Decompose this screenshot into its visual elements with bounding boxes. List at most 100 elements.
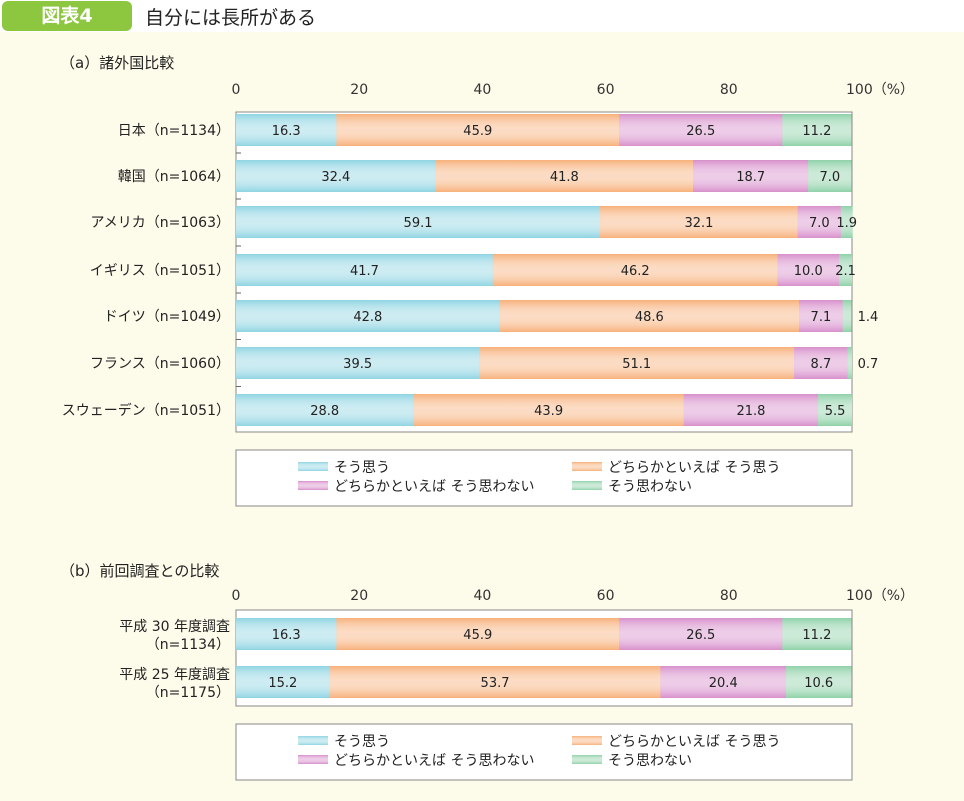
bar-segment-shine [236,666,330,698]
category-label: 韓国（n=1064） [118,169,230,185]
legend-label: そう思う [334,460,390,476]
data-label: 11.2 [802,628,831,643]
data-label: 51.1 [622,357,651,372]
data-label: 5.5 [825,404,846,419]
bar-segment-shine [236,394,414,426]
bar-segment-shine [619,618,783,650]
data-label: 1.9 [836,216,857,231]
legend-label: そう思う [334,734,390,750]
data-label: 18.7 [736,170,765,185]
bar-segment-shine [782,114,852,146]
chart-title: （b）前回調査との比較 [60,562,219,580]
legend-swatch-shine [298,462,328,471]
data-label: 10.6 [804,676,833,691]
data-label: 46.2 [621,264,650,279]
bar-segment-shine [336,114,620,146]
data-label: 42.8 [353,310,382,325]
bar-segment-shine [236,618,337,650]
bar-segment-shine [839,254,852,286]
data-label: 7.1 [811,310,832,325]
data-label: 15.2 [268,676,297,691]
x-tick-label: 40 [473,82,491,98]
bar-segment-shine [693,160,809,192]
bar-segment-shine [236,114,337,146]
bar-segment-shine [236,300,500,332]
bar-segment-shine [777,254,840,286]
category-label: ドイツ（n=1049） [104,309,230,325]
x-tick-label: 40 [473,588,491,604]
category-label: 日本（n=1134） [118,123,230,139]
data-label: 16.3 [272,628,301,643]
data-label: 10.0 [794,264,823,279]
chart-title: （a）諸外国比較 [60,54,174,72]
data-label: 48.6 [635,310,664,325]
legend-swatch-shine [572,481,602,490]
bar-segment-shine [479,347,795,379]
bar-segment-shine [799,300,843,332]
data-label: 53.7 [481,676,510,691]
data-label: 26.5 [686,628,715,643]
data-label: 41.7 [350,264,379,279]
data-label: 45.9 [463,628,492,643]
category-label: 平成 30 年度調査 [119,619,230,635]
x-tick-label: 80 [720,588,738,604]
x-tick-label: 0 [232,588,241,604]
x-tick-label: 20 [350,82,368,98]
legend-label: そう思わない [608,753,692,769]
legend-swatch-shine [572,755,602,764]
bar-segment-shine [847,347,852,379]
x-tick-label: 20 [350,588,368,604]
bar-segment-shine [683,394,819,426]
header-bar: 図表4 自分には長所がある [0,0,964,32]
data-label: 2.1 [835,264,856,279]
bar-segment-shine [786,666,852,698]
bar-segment-shine [336,618,620,650]
bar-segment-shine [236,160,436,192]
bar-segment-shine [840,206,853,238]
data-label: 59.1 [404,216,433,231]
category-label: （n=1134） [146,637,230,653]
category-label: フランス（n=1060） [90,356,230,372]
bar-segment-shine [499,300,800,332]
legend-swatch-shine [298,736,328,745]
data-label: 32.4 [321,170,350,185]
bar-segment-shine [808,160,852,192]
data-label: 1.4 [858,310,879,325]
bar-segment-shine [413,394,684,426]
x-tick-label: 80 [720,82,738,98]
x-tick-label: 60 [597,588,615,604]
bar-segment-shine [435,160,694,192]
data-label: 26.5 [686,124,715,139]
legend-swatch-shine [298,481,328,490]
bar-segment-shine [842,300,852,332]
category-label: スウェーデン（n=1051） [62,402,230,419]
bar-segment-shine [660,666,787,698]
data-label: 11.2 [802,124,831,139]
bar-segment-shine [236,254,493,286]
data-label: 16.3 [272,124,301,139]
legend-label: どちらかといえば そう思う [608,734,780,750]
x-tick-label: 100（%） [846,588,914,604]
bar-segment-shine [329,666,661,698]
x-tick-label: 60 [597,82,615,98]
data-label: 7.0 [819,170,840,185]
bar-segment-shine [818,394,852,426]
legend-label: どちらかといえば そう思う [608,460,780,476]
data-label: 21.8 [736,404,765,419]
bar-segment-shine [619,114,783,146]
data-label: 28.8 [310,404,339,419]
legend-label: どちらかといえば そう思わない [334,753,534,769]
data-label: 8.7 [811,357,832,372]
data-label: 0.7 [858,357,879,372]
bar-segment-shine [794,347,848,379]
category-label: イギリス（n=1051） [90,263,230,279]
bar-segment-shine [797,206,841,238]
category-label: 平成 25 年度調査 [119,667,230,683]
figure-badge: 図表4 [2,1,132,31]
legend-label: どちらかといえば そう思わない [334,479,534,495]
legend-box [235,449,853,507]
x-tick-label: 100（%） [846,82,914,98]
legend-box [235,723,853,781]
x-tick-label: 0 [232,82,241,98]
